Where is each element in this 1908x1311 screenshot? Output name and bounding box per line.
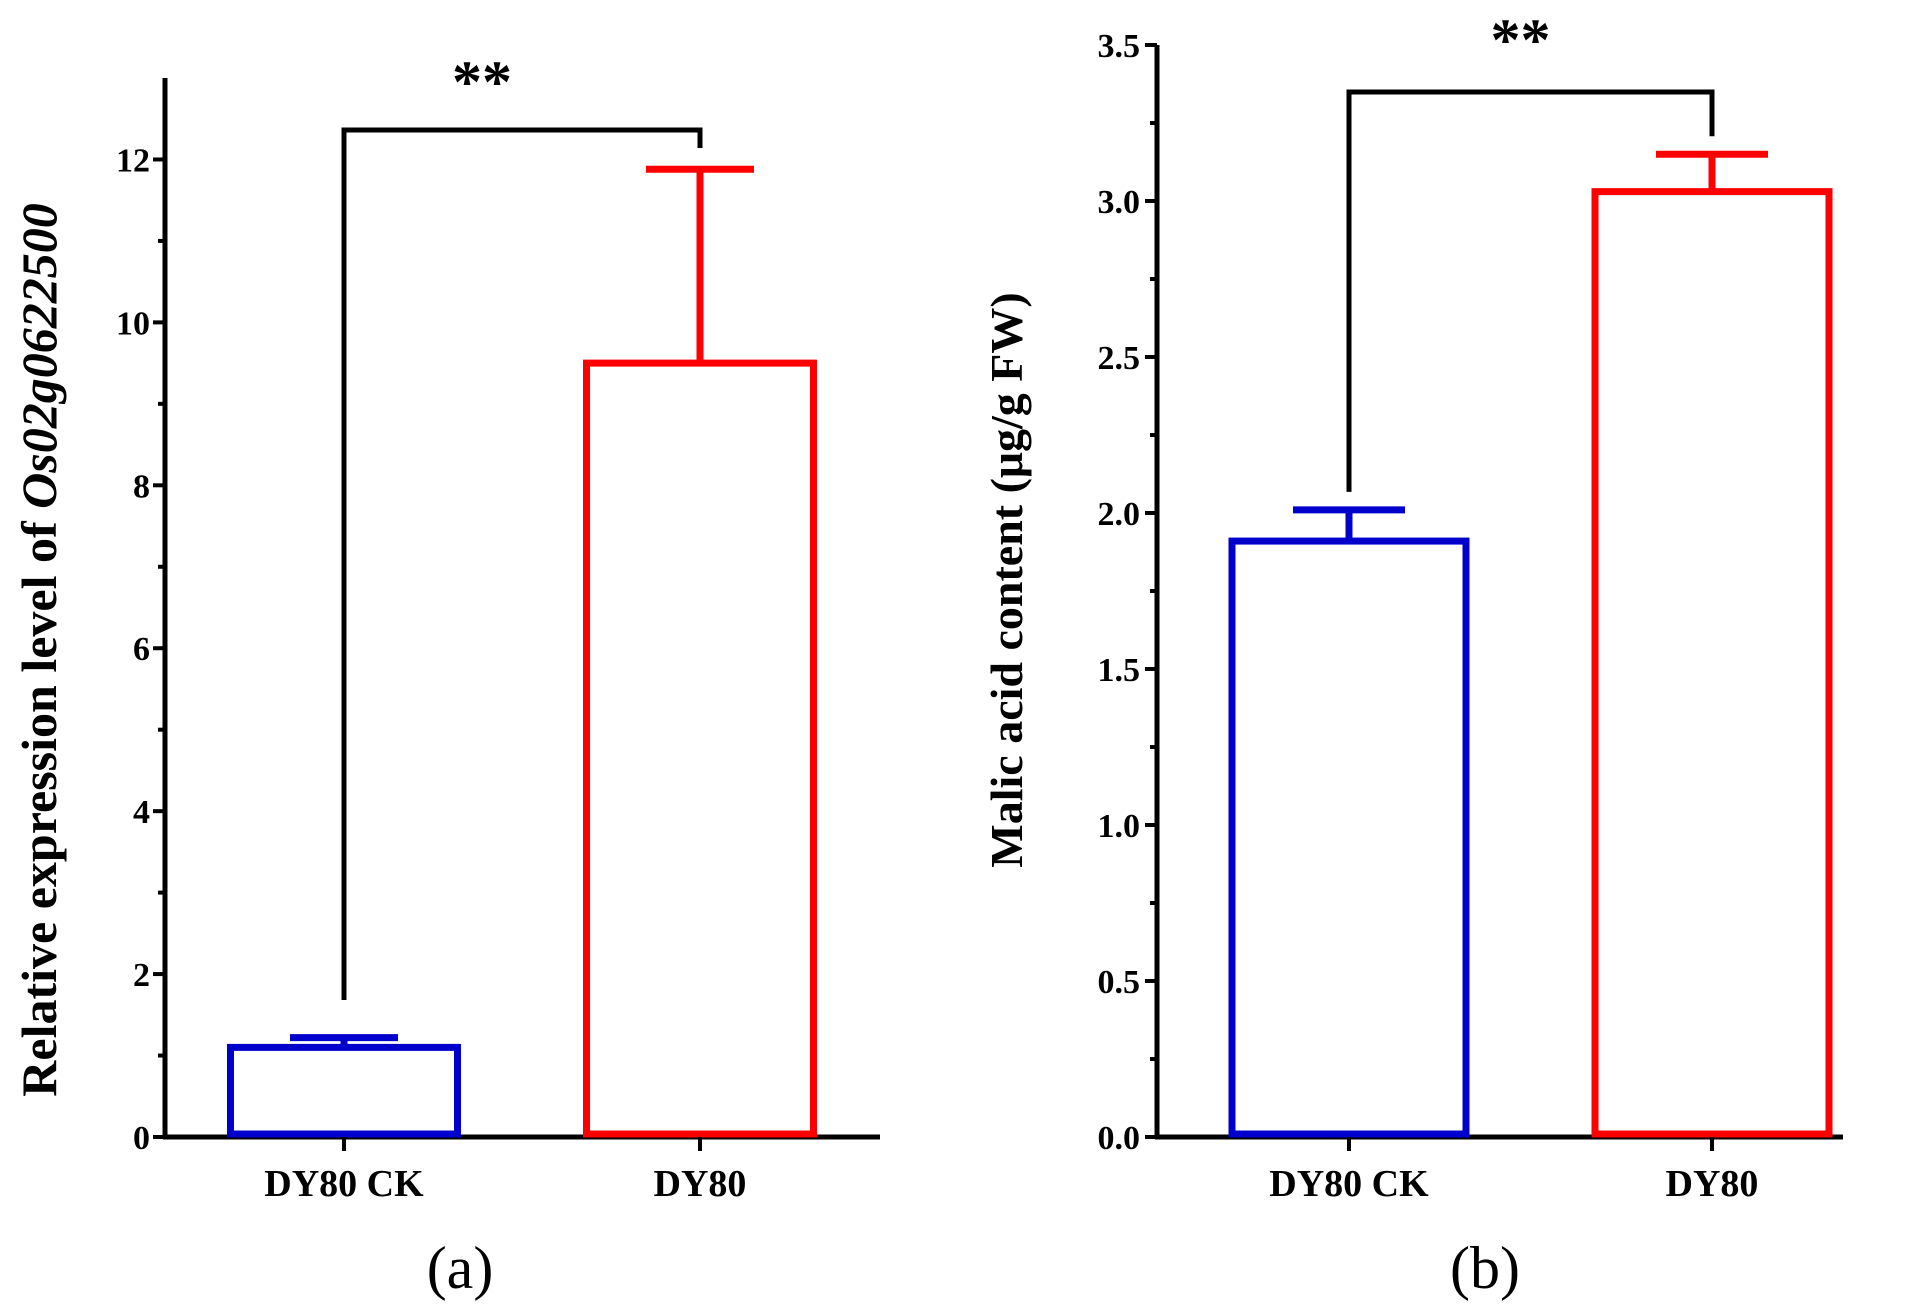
y-axis-label-a: Relative expression level of Os02g062250… [11, 203, 67, 1096]
y-tick-label: 0 [133, 1120, 150, 1157]
y-tick-label: 0.5 [1098, 964, 1141, 1001]
y-tick-label: 12 [116, 142, 150, 179]
category-label-1: DY80 CK [264, 1163, 424, 1205]
panel-a: Relative expression level of Os02g062250… [11, 49, 880, 1301]
significance-bracket [1346, 89, 1715, 492]
category-label-2: DY80 [654, 1163, 747, 1205]
y-axis-label-b: Malic acid content (μg/g FW) [981, 292, 1032, 867]
bar-2 [583, 359, 817, 1138]
y-tick-label: 1.0 [1098, 808, 1141, 845]
bar-1 [227, 1043, 461, 1138]
y-tick-label: 2.0 [1098, 496, 1141, 533]
category-label-2: DY80 [1666, 1163, 1759, 1205]
significance-bracket [341, 127, 703, 1000]
bar-1 [1228, 537, 1470, 1138]
y-tick-label: 3.5 [1098, 28, 1141, 65]
y-tick-label: 0.0 [1098, 1120, 1141, 1157]
y-tick-label: 6 [133, 631, 150, 668]
panel-label-b: (b) [1450, 1235, 1520, 1301]
significance-marker: ** [1491, 7, 1551, 73]
significance-marker: ** [452, 49, 512, 115]
y-tick-label: 8 [133, 468, 150, 505]
bar-2 [1591, 188, 1833, 1138]
y-tick-label: 4 [133, 794, 150, 831]
panel-b: Malic acid content (μg/g FW) (b) 0.0 0.5 1… [981, 7, 1843, 1301]
y-tick-label: 2 [133, 957, 150, 994]
y-tick-label: 2.5 [1098, 340, 1141, 377]
category-label-1: DY80 CK [1269, 1163, 1429, 1205]
y-tick-label: 1.5 [1098, 652, 1141, 689]
y-tick-label: 10 [116, 305, 150, 342]
y-tick-label: 3.0 [1098, 184, 1141, 221]
panel-label-a: (a) [427, 1235, 494, 1301]
